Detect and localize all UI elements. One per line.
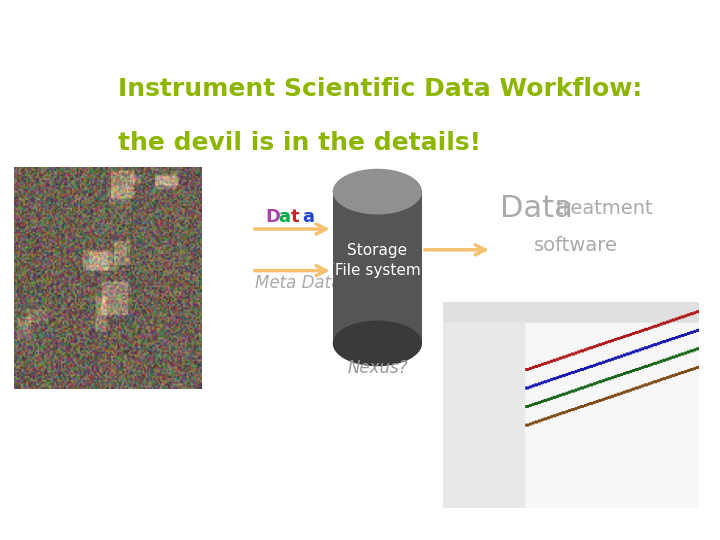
Text: the devil is in the details!: the devil is in the details! xyxy=(118,131,481,156)
Text: treatment: treatment xyxy=(556,199,654,218)
Text: Storage
(File system): Storage (File system) xyxy=(328,243,426,278)
Ellipse shape xyxy=(333,168,422,214)
Text: Nexus?: Nexus? xyxy=(347,359,408,377)
Text: Data: Data xyxy=(500,194,573,223)
Text: t: t xyxy=(290,207,299,226)
Text: Instrument Scientific Data Workflow:: Instrument Scientific Data Workflow: xyxy=(118,77,642,102)
Text: ·IV: ·IV xyxy=(581,446,613,465)
Ellipse shape xyxy=(333,321,422,366)
Text: a: a xyxy=(278,207,290,226)
Text: a: a xyxy=(302,207,315,226)
Text: MAX: MAX xyxy=(526,446,578,465)
Text: Meta Data: Meta Data xyxy=(255,274,341,292)
Text: software: software xyxy=(534,236,618,255)
Text: D: D xyxy=(266,207,281,226)
Bar xyxy=(333,192,422,343)
